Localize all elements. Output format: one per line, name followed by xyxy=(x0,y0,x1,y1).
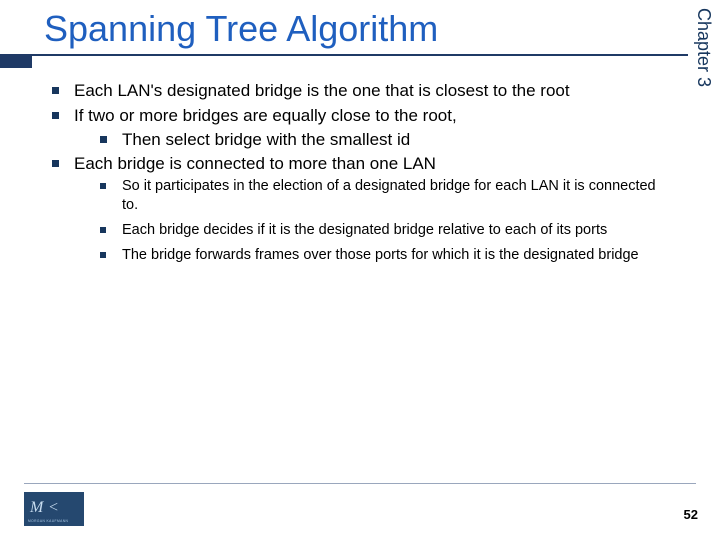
list-item: So it participates in the election of a … xyxy=(96,177,672,215)
publisher-logo: M < MORGAN KAUFMANN xyxy=(24,492,84,526)
list-item: Then select bridge with the smallest id xyxy=(96,129,672,151)
page-number: 52 xyxy=(684,507,698,522)
title-underline-thin xyxy=(0,54,688,56)
list-item: Each bridge is connected to more than on… xyxy=(48,153,672,264)
slide: Chapter 3 Spanning Tree Algorithm Each L… xyxy=(0,0,720,540)
sub-bullet-list: Then select bridge with the smallest id xyxy=(74,129,672,151)
list-item: The bridge forwards frames over those po… xyxy=(96,246,672,265)
chapter-label: Chapter 3 xyxy=(693,8,714,87)
bullet-text: Each bridge decides if it is the designa… xyxy=(122,222,607,238)
bullet-text: Each LAN's designated bridge is the one … xyxy=(74,81,570,100)
title-underline-thick xyxy=(0,56,32,68)
bullet-text: The bridge forwards frames over those po… xyxy=(122,247,639,263)
logo-subtitle: MORGAN KAUFMANN xyxy=(28,519,68,523)
list-item: Each LAN's designated bridge is the one … xyxy=(48,80,672,102)
bullet-text: So it participates in the election of a … xyxy=(122,178,656,213)
list-item: If two or more bridges are equally close… xyxy=(48,105,672,151)
sub-bullet-list-small: So it participates in the election of a … xyxy=(74,177,672,264)
page-title: Spanning Tree Algorithm xyxy=(44,8,438,50)
bullet-text: If two or more bridges are equally close… xyxy=(74,106,457,125)
bullet-text: Each bridge is connected to more than on… xyxy=(74,154,436,173)
logo-mark-text: < xyxy=(48,499,59,516)
body-content: Each LAN's designated bridge is the one … xyxy=(48,80,672,270)
bullet-text: Then select bridge with the smallest id xyxy=(122,130,410,149)
bullet-list: Each LAN's designated bridge is the one … xyxy=(48,80,672,264)
footer-divider xyxy=(24,483,696,484)
list-item: Each bridge decides if it is the designa… xyxy=(96,221,672,240)
logo-mark-text: M xyxy=(29,499,45,516)
